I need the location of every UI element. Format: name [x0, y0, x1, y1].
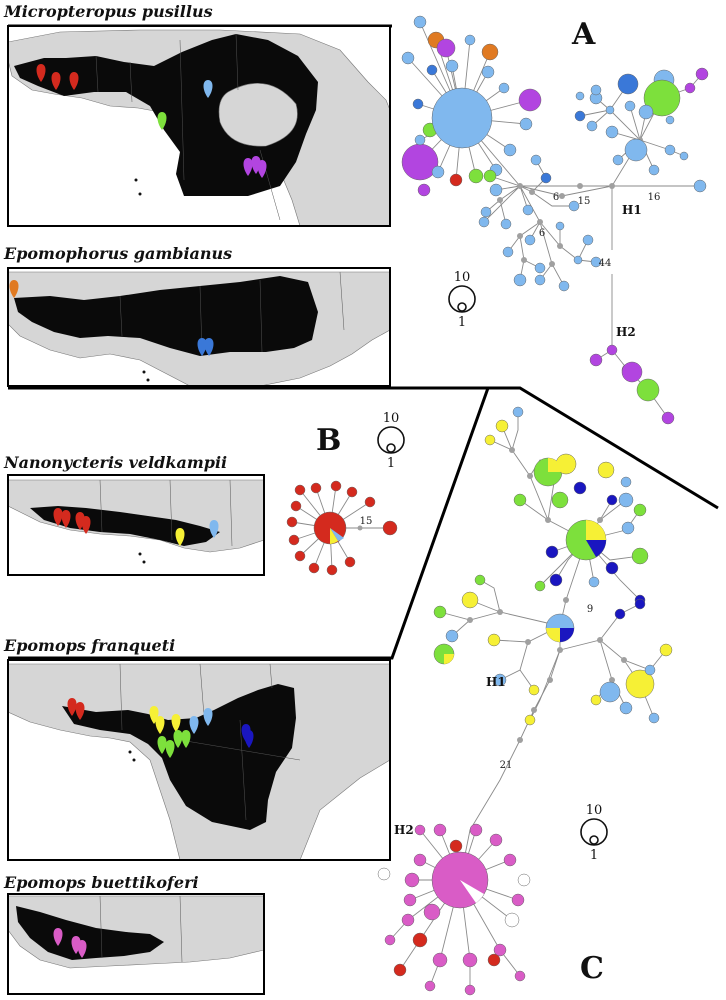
panel-label-b: B	[316, 423, 341, 458]
branch-count-6a: 6	[553, 192, 559, 203]
panel-label-c: C	[580, 951, 604, 986]
haplogroup-h1-c: H1	[486, 675, 506, 689]
scale-b-large: 10	[383, 411, 400, 426]
scale-b-small: 1	[387, 456, 395, 471]
size-scale-b: 10 1	[377, 411, 405, 471]
range-e-gambianus	[14, 276, 318, 356]
map-e-gambianus	[8, 268, 390, 386]
range-e-buettikoferi	[16, 906, 164, 960]
markers-n-veldkampii	[53, 508, 219, 546]
branch-count-16: 16	[648, 192, 661, 203]
map-e-buettikoferi	[8, 894, 264, 994]
scale-a-large: 10	[454, 270, 471, 285]
map-n-veldkampii	[8, 475, 264, 575]
size-scale-c: 10 1	[580, 803, 608, 863]
haplogroup-h2-a: H2	[616, 325, 636, 339]
scale-a-small: 1	[458, 315, 466, 330]
branch-count-6b: 6	[539, 228, 545, 239]
network-a: 44 16 6 15 6 H1 H2 A	[401, 15, 709, 425]
markers-e-gambianus	[9, 280, 214, 356]
scale-c-small: 1	[590, 848, 598, 863]
species-name-m-pusillus: Micropteropus pusillus	[3, 2, 213, 21]
map-e-franqueti	[8, 660, 390, 860]
markers-e-buettikoferi	[53, 928, 87, 958]
species-name-e-gambianus: Epomophorus gambianus	[3, 244, 232, 263]
scale-c-large: 10	[586, 803, 603, 818]
branch-count-44: 44	[599, 258, 612, 269]
haplogroup-h2-c: H2	[394, 823, 414, 837]
branch-count-21: 21	[500, 760, 513, 771]
panel-label-a: A	[571, 17, 596, 52]
species-name-e-buettikoferi: Epomops buettikoferi	[3, 873, 199, 892]
branch-count-9: 9	[587, 604, 593, 615]
haplogroup-h1-a: H1	[622, 203, 642, 217]
species-name-e-franqueti: Epomops franqueti	[3, 636, 175, 655]
network-b: 15 B	[286, 423, 398, 576]
network-c: 9 21 H1 H2 C	[377, 406, 673, 996]
range-gap-m-pusillus	[218, 83, 298, 147]
markers-e-franqueti	[67, 698, 254, 758]
branch-count-15b: 15	[360, 516, 373, 527]
markers-m-pusillus	[36, 64, 267, 178]
species-name-n-veldkampii: Nanonycteris veldkampii	[3, 453, 227, 472]
size-scale-a: 10 1	[448, 270, 476, 330]
branch-count-15a: 15	[578, 196, 591, 207]
range-e-franqueti	[62, 684, 296, 830]
map-m-pusillus	[8, 26, 390, 226]
